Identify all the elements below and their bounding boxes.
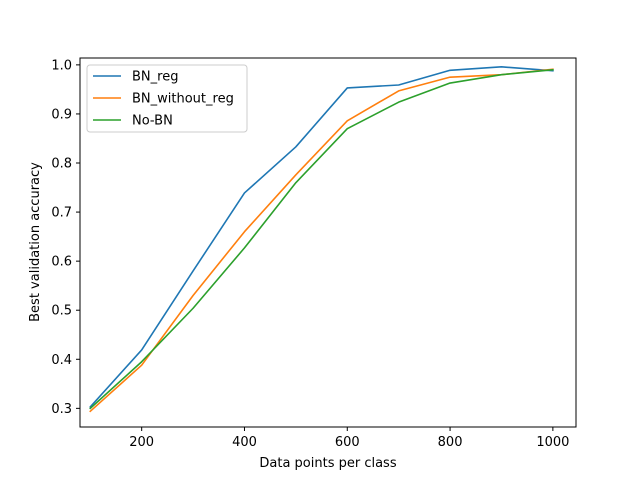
- series-line-no-bn: [89, 68, 554, 410]
- y-tick-label: 0.4: [51, 353, 72, 368]
- x-tick-label: 800: [438, 435, 463, 450]
- plot-frame: [79, 57, 577, 428]
- x-tick-label: 200: [129, 435, 154, 450]
- legend-label: BN_without_reg: [132, 92, 234, 107]
- legend: BN_reg BN_without_reg No-BN: [86, 64, 248, 133]
- legend-label: BN_reg: [132, 70, 178, 85]
- series-line-bn-without-reg: [89, 68, 554, 413]
- y-tick-label: 0.5: [51, 304, 72, 319]
- x-axis-ticks: 200 400 600 800 1000: [129, 427, 569, 450]
- y-axis-ticks: 0.3 0.4 0.5 0.6 0.7 0.8 0.9 1.0: [51, 58, 80, 417]
- legend-label: No-BN: [132, 114, 173, 129]
- y-tick-label: 0.7: [51, 206, 72, 221]
- series-lines: [89, 66, 554, 413]
- series-line-bn-reg: [89, 66, 554, 409]
- y-axis-label: Best validation accuracy: [28, 162, 43, 322]
- y-tick-label: 0.3: [51, 402, 72, 417]
- y-tick-label: 0.8: [51, 157, 72, 172]
- x-tick-label: 400: [232, 435, 257, 450]
- y-tick-label: 0.6: [51, 255, 72, 270]
- y-tick-label: 0.9: [51, 107, 72, 122]
- x-tick-label: 600: [335, 435, 360, 450]
- x-axis-label: Data points per class: [259, 456, 396, 471]
- y-tick-label: 1.0: [51, 58, 72, 73]
- x-tick-label: 1000: [536, 435, 569, 450]
- legend-box: [86, 64, 248, 133]
